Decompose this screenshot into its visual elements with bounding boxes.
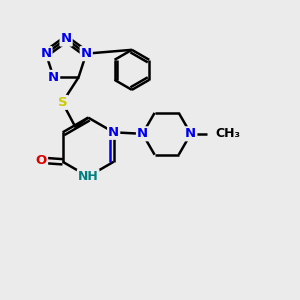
Text: N: N <box>40 47 52 60</box>
Text: N: N <box>185 127 196 140</box>
Text: N: N <box>108 126 119 139</box>
Text: CH₃: CH₃ <box>216 127 241 140</box>
Text: NH: NH <box>78 170 98 183</box>
Text: N: N <box>48 71 59 84</box>
Text: N: N <box>137 127 148 140</box>
Text: O: O <box>36 154 47 167</box>
Text: S: S <box>58 96 67 109</box>
Text: N: N <box>61 32 72 46</box>
Text: N: N <box>81 47 92 60</box>
